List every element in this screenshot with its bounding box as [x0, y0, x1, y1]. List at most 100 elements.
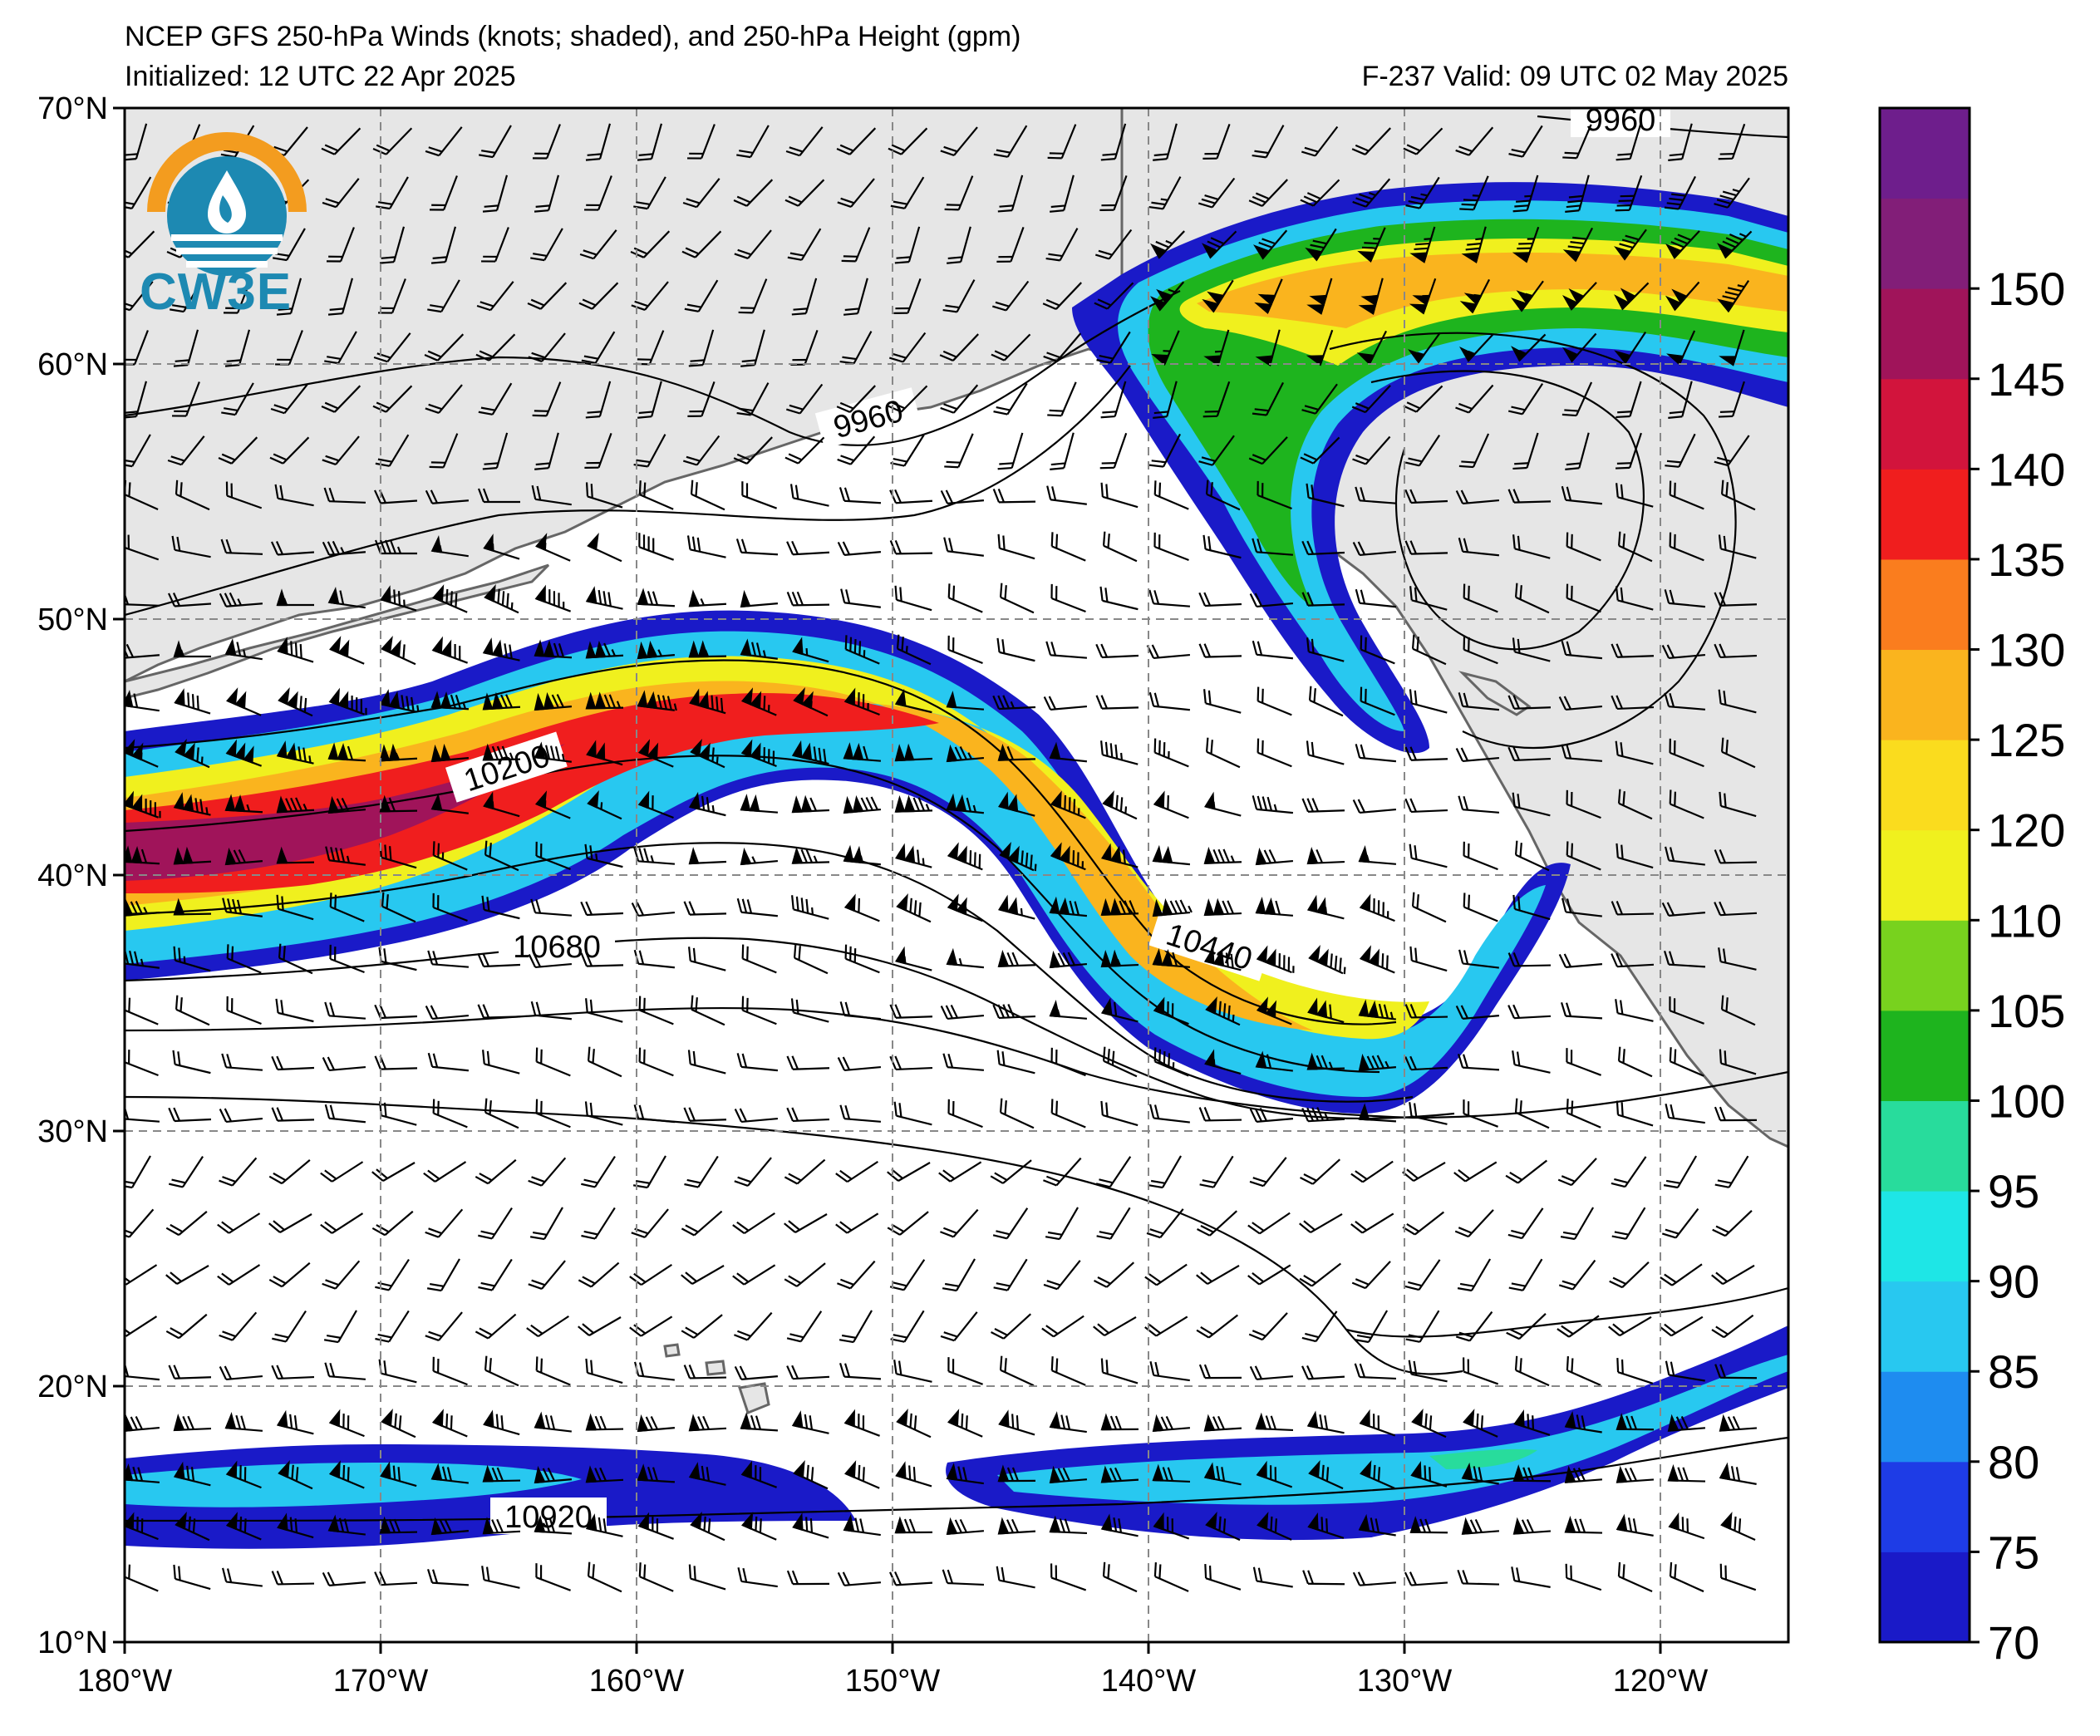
wind-barb — [1512, 175, 1539, 213]
wind-barb — [477, 1004, 521, 1019]
wind-barb — [1611, 952, 1655, 968]
wind-barb — [1257, 686, 1292, 716]
wind-barb — [1050, 1563, 1087, 1591]
x-tick-label: 120°W — [1613, 1664, 1709, 1699]
colorbar-swatch — [1880, 558, 1970, 651]
wind-barb — [631, 281, 669, 312]
wind-barb — [173, 1564, 211, 1591]
wind-barb — [379, 226, 406, 264]
wind-barb — [894, 743, 933, 762]
colorbar-swatch — [1880, 1552, 1970, 1643]
wind-barb — [895, 843, 932, 868]
wind-barb — [270, 384, 308, 415]
wind-barb — [1146, 1208, 1184, 1239]
wind-barb — [997, 175, 1024, 213]
wind-barb — [1043, 332, 1082, 362]
wind-barb — [172, 1050, 211, 1075]
wind-barb — [844, 944, 880, 974]
wind-barb — [125, 1316, 158, 1337]
wind-barb — [1257, 1512, 1292, 1541]
wind-barb — [1203, 1414, 1242, 1432]
wind-barb — [839, 487, 882, 504]
wind-barb — [168, 1107, 212, 1123]
wind-barb — [1507, 383, 1544, 416]
wind-barb — [579, 229, 617, 260]
wind-barb — [1564, 1515, 1603, 1534]
wind-barb — [690, 1511, 725, 1542]
wind-barb — [637, 690, 677, 711]
wind-barb — [1720, 995, 1756, 1026]
wind-barb — [940, 126, 978, 157]
wind-barb — [784, 436, 825, 465]
wind-barb — [535, 1099, 571, 1129]
wind-barb — [1148, 1155, 1182, 1189]
wind-barb — [1102, 789, 1138, 820]
wind-barb — [172, 381, 200, 417]
wind-barb — [1455, 1005, 1500, 1020]
colorbar-label: 100 — [1988, 1075, 2065, 1127]
wind-barb — [1513, 1409, 1551, 1436]
y-tick-label: 10°N — [37, 1625, 108, 1660]
wind-barb — [1045, 641, 1088, 659]
wind-barb — [740, 329, 765, 367]
wind-barb — [947, 893, 983, 922]
contour-10200 — [125, 659, 1397, 1025]
wind-barb — [371, 1162, 416, 1182]
wind-barb — [431, 636, 468, 664]
wind-barb — [328, 1460, 365, 1489]
wind-barb — [1617, 1046, 1653, 1078]
wind-barb — [947, 583, 983, 613]
wind-barb — [432, 1099, 468, 1129]
wind-barb — [1152, 947, 1191, 968]
wind-barb — [482, 1464, 521, 1483]
wind-barb — [637, 1414, 676, 1433]
wind-barb — [1358, 1103, 1397, 1123]
wind-barb — [632, 1155, 666, 1189]
wind-barb — [268, 1213, 312, 1233]
wind-barb — [277, 1512, 314, 1539]
wind-barb — [1463, 635, 1498, 665]
wind-barb — [1566, 1355, 1601, 1386]
wind-barb — [839, 1001, 882, 1020]
wind-barb — [429, 175, 458, 211]
colorbar-frame — [1878, 106, 1971, 1644]
wind-barb — [272, 1310, 307, 1343]
wind-barb — [324, 1001, 366, 1020]
wind-barb — [1043, 1157, 1082, 1187]
wind-barb — [1512, 1517, 1552, 1535]
wind-barb — [1248, 179, 1288, 207]
wind-barb — [1405, 1310, 1440, 1343]
colorbar-swatch — [1880, 469, 1970, 560]
wind-barb — [1506, 1313, 1547, 1340]
wind-barb — [940, 489, 985, 504]
wind-barb — [1463, 893, 1498, 922]
y-tick-label: 60°N — [37, 347, 108, 382]
wind-barb — [173, 1461, 211, 1487]
wind-barb — [843, 278, 868, 316]
wind-barb — [217, 1264, 261, 1286]
wind-barb — [219, 1108, 263, 1124]
wind-barb — [125, 898, 160, 917]
wind-barb — [1256, 996, 1292, 1025]
wind-barb — [534, 1465, 573, 1484]
wind-barb — [791, 740, 829, 765]
wind-barb — [173, 846, 212, 865]
wind-barb — [1611, 643, 1655, 658]
wind-barb — [682, 178, 720, 209]
wind-barb — [175, 1511, 210, 1542]
wind-barb — [1354, 1363, 1397, 1380]
wind-barb — [1669, 532, 1704, 562]
wind-barb — [534, 741, 572, 763]
wind-barb — [1512, 534, 1551, 559]
wind-barb — [1557, 1158, 1597, 1187]
wind-barb — [1459, 175, 1489, 211]
wind-barb — [683, 1365, 727, 1379]
wind-barb — [1404, 746, 1448, 761]
wind-barb — [839, 331, 873, 365]
wind-barb — [225, 1460, 262, 1489]
wind-barb — [1049, 1465, 1088, 1484]
wind-barb — [1299, 1262, 1342, 1287]
wind-barb — [373, 332, 411, 363]
wind-barb — [1202, 381, 1231, 418]
